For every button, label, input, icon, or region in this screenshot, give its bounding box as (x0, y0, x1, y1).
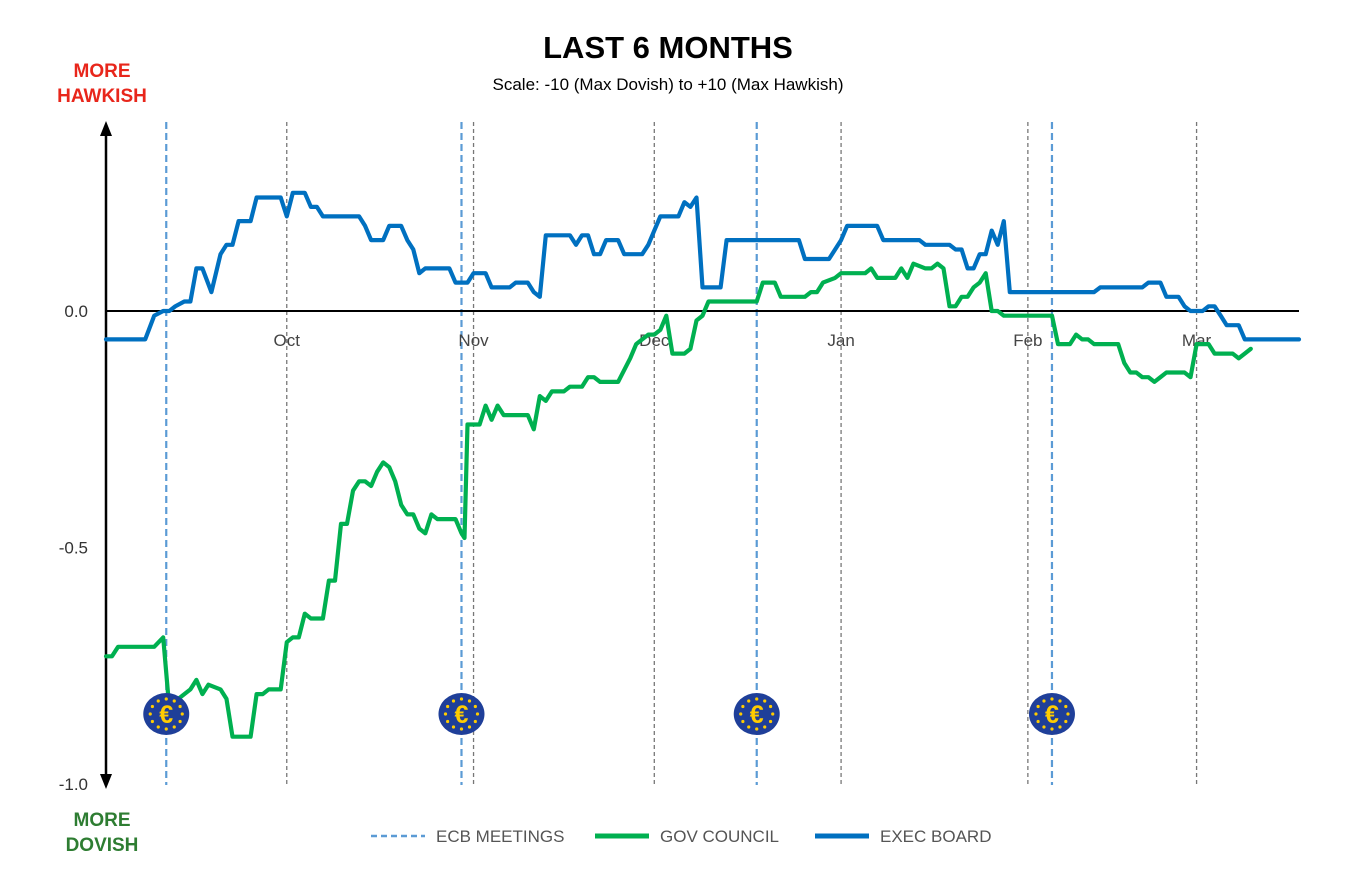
legend-label-gov-council: GOV COUNCIL (660, 827, 779, 846)
euro-badge-star (1034, 712, 1038, 716)
euro-badge-star (164, 727, 168, 731)
legend-item-exec-board: EXEC BOARD (815, 827, 991, 846)
legend-item-ecb-meetings: ECB MEETINGS (371, 827, 564, 846)
euro-badge-icon: € (1028, 693, 1075, 735)
euro-badge-star (150, 704, 154, 709)
euro-badge-disc (733, 693, 780, 735)
euro-badge-disc (1028, 693, 1075, 735)
euro-badge-star (467, 699, 472, 703)
y-tick-label: -1.0 (59, 775, 88, 794)
dovish-label-line2: DOVISH (66, 835, 139, 856)
hawkish-label-line2: HAWKISH (57, 86, 147, 107)
euro-symbol-icon: € (750, 701, 764, 729)
euro-badge-star (156, 725, 160, 729)
euro-symbol-icon: € (455, 701, 469, 729)
y-axis-down-arrow-icon (100, 774, 112, 789)
y-tick-label: 0.0 (64, 302, 88, 321)
euro-badge-star (178, 704, 182, 709)
euro-badge-star (747, 725, 751, 729)
euro-badge-star (459, 727, 464, 731)
euro-badge-star (451, 699, 456, 703)
dovish-label-line1: MORE (74, 810, 131, 831)
euro-badge-star (459, 697, 464, 701)
dovish-label: MORE DOVISH (66, 810, 139, 856)
month-gridlines (286, 122, 1198, 785)
legend: ECB MEETINGS GOV COUNCIL EXEC BOARD (371, 827, 991, 846)
euro-badge-star (755, 727, 759, 731)
legend-label-ecb-meetings: ECB MEETINGS (436, 827, 564, 846)
euro-badge-star (1066, 712, 1070, 716)
euro-badge-star (156, 699, 160, 703)
euro-badge-star (771, 712, 775, 716)
euro-badge-star (164, 697, 168, 701)
euro-badge-star (446, 719, 450, 724)
ecb-meeting-badges: € € € € (143, 693, 1075, 735)
series-layer (103, 190, 1302, 739)
y-axis (100, 121, 112, 789)
month-tick-label: Oct (274, 331, 301, 350)
euro-badge-star (739, 712, 743, 716)
euro-symbol-icon: € (1045, 701, 1059, 729)
y-tick-labels: 0.0 -0.5 -1.0 (59, 302, 88, 794)
euro-badge-star (172, 699, 176, 703)
euro-badge-star (1050, 697, 1054, 701)
exec-board-line (103, 190, 1302, 342)
euro-badge-star (768, 719, 773, 724)
gov-council-line (103, 261, 1253, 739)
month-tick-labels: Oct Nov Dec Jan Feb Mar (274, 331, 1212, 350)
euro-badge-star (150, 719, 154, 724)
euro-badge-star (473, 719, 477, 724)
euro-badge-star (755, 697, 759, 701)
euro-badge-star (741, 704, 745, 709)
euro-badge-star (1050, 727, 1054, 731)
y-tick-label: -0.5 (59, 539, 88, 558)
legend-label-exec-board: EXEC BOARD (880, 827, 991, 846)
euro-badge-disc (143, 693, 190, 735)
chart-subtitle: Scale: -10 (Max Dovish) to +10 (Max Hawk… (493, 75, 844, 94)
euro-badge-star (475, 712, 480, 716)
euro-badge-star (1058, 725, 1062, 729)
euro-badge-star (180, 712, 184, 716)
ecb-meeting-lines (165, 122, 1054, 785)
euro-badge-star (1064, 719, 1068, 724)
euro-badge-star (1042, 699, 1046, 703)
legend-item-gov-council: GOV COUNCIL (595, 827, 779, 846)
euro-badge-star (768, 704, 773, 709)
euro-badge-star (446, 704, 450, 709)
euro-badge-star (1036, 704, 1040, 709)
euro-badge-icon: € (438, 693, 485, 735)
euro-badge-star (1058, 699, 1062, 703)
euro-badge-star (473, 704, 477, 709)
euro-badge-star (451, 725, 456, 729)
euro-badge-star (1042, 725, 1046, 729)
euro-badge-star (763, 725, 767, 729)
euro-badge-star (763, 699, 767, 703)
euro-badge-star (148, 712, 152, 716)
month-tick-label: Nov (458, 331, 489, 350)
chart-title: LAST 6 MONTHS (543, 30, 793, 65)
euro-badge-star (747, 699, 751, 703)
header: LAST 6 MONTHS Scale: -10 (Max Dovish) to… (493, 30, 844, 94)
euro-badge-icon: € (143, 693, 190, 735)
euro-badge-star (467, 725, 472, 729)
euro-badge-disc (438, 693, 485, 735)
hawkish-label-line1: MORE (74, 61, 131, 82)
euro-badge-star (443, 712, 448, 716)
month-tick-label: Feb (1013, 331, 1042, 350)
euro-badge-star (1064, 704, 1068, 709)
euro-badge-star (172, 725, 176, 729)
euro-badge-star (1036, 719, 1040, 724)
hawkish-label: MORE HAWKISH (57, 61, 147, 107)
y-axis-up-arrow-icon (100, 121, 112, 136)
euro-badge-star (741, 719, 745, 724)
euro-badge-star (178, 719, 182, 724)
month-tick-label: Jan (827, 331, 854, 350)
euro-symbol-icon: € (159, 701, 173, 729)
euro-badge-icon: € (733, 693, 780, 735)
